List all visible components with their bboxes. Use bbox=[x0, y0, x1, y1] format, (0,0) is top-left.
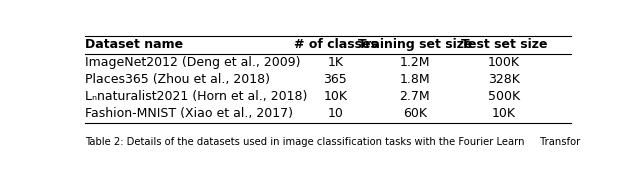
Text: 328K: 328K bbox=[488, 73, 520, 87]
Text: Table 2: Details of the datasets used in image classification tasks with the Fou: Table 2: Details of the datasets used in… bbox=[85, 137, 580, 147]
Text: 10K: 10K bbox=[492, 107, 516, 121]
Text: 365: 365 bbox=[324, 73, 348, 87]
Text: 1.8M: 1.8M bbox=[399, 73, 430, 87]
Text: 1K: 1K bbox=[328, 56, 344, 69]
Text: 1.2M: 1.2M bbox=[399, 56, 430, 69]
Text: Training set size: Training set size bbox=[358, 38, 472, 51]
Text: Places365 (Zhou et al., 2018): Places365 (Zhou et al., 2018) bbox=[85, 73, 270, 87]
Text: Fashion-MNIST (Xiao et al., 2017): Fashion-MNIST (Xiao et al., 2017) bbox=[85, 107, 293, 121]
Text: ImageNet2012 (Deng et al., 2009): ImageNet2012 (Deng et al., 2009) bbox=[85, 56, 300, 69]
Text: Test set size: Test set size bbox=[461, 38, 547, 51]
Text: Dataset name: Dataset name bbox=[85, 38, 183, 51]
Text: 10K: 10K bbox=[323, 90, 348, 104]
Text: 10: 10 bbox=[328, 107, 344, 121]
Text: 500K: 500K bbox=[488, 90, 520, 104]
Text: 2.7M: 2.7M bbox=[399, 90, 430, 104]
Text: Lₙnaturalist2021 (Horn et al., 2018): Lₙnaturalist2021 (Horn et al., 2018) bbox=[85, 90, 307, 104]
Text: 60K: 60K bbox=[403, 107, 427, 121]
Text: 100K: 100K bbox=[488, 56, 520, 69]
Text: # of classes: # of classes bbox=[294, 38, 378, 51]
